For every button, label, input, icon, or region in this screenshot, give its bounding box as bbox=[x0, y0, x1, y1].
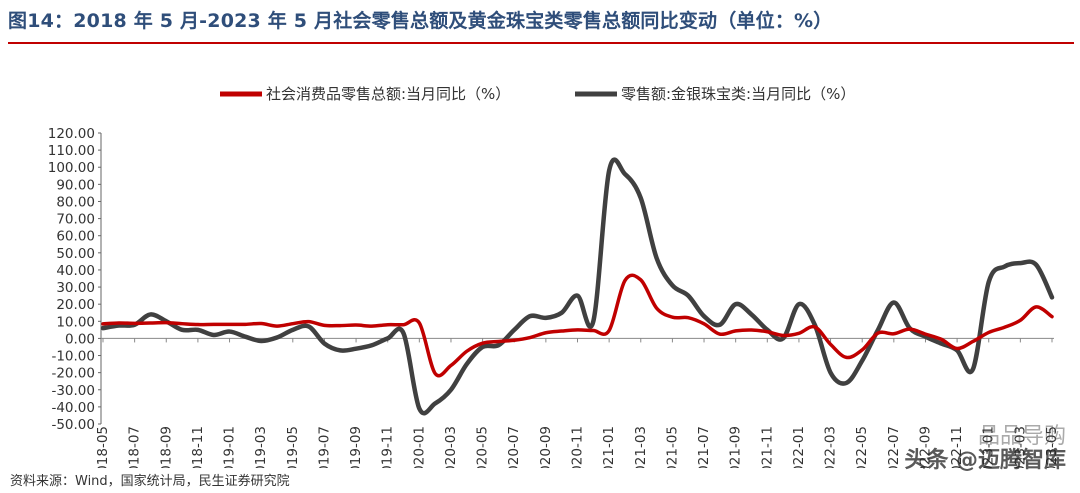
y-tick-label: 110.00 bbox=[48, 143, 95, 159]
x-tick-label: 2020-11 bbox=[570, 426, 586, 468]
y-tick-label: 20.00 bbox=[56, 297, 95, 313]
x-tick-label: 2020-03 bbox=[443, 426, 459, 468]
legend-label-gold: 零售额:金银珠宝类:当月同比（%） bbox=[621, 85, 855, 103]
plot-lines bbox=[100, 157, 1055, 416]
x-tick-label: 2019-09 bbox=[348, 426, 364, 468]
y-tick-label: 60.00 bbox=[56, 229, 95, 245]
x-tick-label: 2021-03 bbox=[633, 426, 649, 468]
y-tick-label: 40.00 bbox=[56, 263, 95, 279]
x-tick-label: 2019-01 bbox=[222, 426, 238, 468]
x-tick-label: 2022-03 bbox=[823, 426, 839, 468]
y-tick-label: 120.00 bbox=[48, 126, 95, 142]
page-title: 图14：2018 年 5 月-2023 年 5 月社会零售总额及黄金珠宝类零售总… bbox=[8, 10, 833, 32]
y-tick-label: -50.00 bbox=[51, 417, 95, 433]
x-tick-label: 2018-05 bbox=[95, 426, 111, 468]
x-tick-label: 2019-11 bbox=[380, 426, 396, 468]
title-divider bbox=[8, 42, 1074, 44]
x-tick-label: 2020-09 bbox=[538, 426, 554, 468]
x-tick-label: 2021-09 bbox=[728, 426, 744, 468]
x-tick-label: 2021-07 bbox=[696, 426, 712, 468]
y-tick-label: 10.00 bbox=[56, 314, 95, 330]
x-tick-label: 2022-09 bbox=[917, 426, 933, 468]
x-tick-label: 2022-07 bbox=[886, 426, 902, 468]
x-tick-label: 2021-05 bbox=[664, 426, 680, 468]
y-tick-label: 100.00 bbox=[48, 160, 95, 176]
y-tick-label: -30.00 bbox=[51, 383, 95, 399]
x-tick-label: 2020-05 bbox=[475, 426, 491, 468]
y-tick-label: 80.00 bbox=[56, 194, 95, 210]
legend-label-retail: 社会消费品零售总额:当月同比（%） bbox=[266, 85, 510, 103]
y-tick-label: -20.00 bbox=[51, 366, 95, 382]
legend: 社会消费品零售总额:当月同比（%） 零售额:金银珠宝类:当月同比（%） bbox=[220, 85, 855, 103]
x-tick-label: 2021-01 bbox=[601, 426, 617, 468]
x-tick-label: 2023-03 bbox=[1012, 426, 1028, 468]
y-tick-label: -40.00 bbox=[51, 400, 95, 416]
y-tick-label: 30.00 bbox=[56, 280, 95, 296]
x-tick-label: 2023-05 bbox=[1044, 426, 1060, 468]
x-tick-label: 2019-07 bbox=[316, 426, 332, 468]
x-tick-label: 2019-03 bbox=[253, 426, 269, 468]
series-line-gold bbox=[100, 157, 1055, 416]
x-tick-label: 2018-09 bbox=[158, 426, 174, 468]
y-tick-label: 70.00 bbox=[56, 212, 95, 228]
y-tick-label: -10.00 bbox=[51, 349, 95, 365]
y-tick-label: 50.00 bbox=[56, 246, 95, 262]
line-chart: 社会消费品零售总额:当月同比（%） 零售额:金银珠宝类:当月同比（%） 120.… bbox=[48, 85, 1060, 468]
x-tick-label: 2018-07 bbox=[127, 426, 143, 468]
x-axis: 2018-05 2018-07 2018-09 2018-11 2019-01 2019-… bbox=[95, 337, 1060, 468]
x-tick-label: 2022-11 bbox=[949, 426, 965, 468]
x-tick-label: 2020-01 bbox=[411, 426, 427, 468]
watermark-brand: 品品导购 bbox=[977, 424, 1066, 449]
y-tick-label: 0.00 bbox=[65, 331, 95, 347]
watermark: 头条 @迈腾智库 bbox=[904, 448, 1066, 473]
series-line-retail bbox=[101, 273, 1054, 378]
y-tick-label: 90.00 bbox=[56, 177, 95, 193]
x-tick-label: 2019-05 bbox=[285, 426, 301, 468]
x-tick-label: 2022-01 bbox=[791, 426, 807, 468]
x-tick-label: 2018-11 bbox=[190, 426, 206, 468]
x-tick-label: 2022-05 bbox=[854, 426, 870, 468]
x-tick-label: 2021-11 bbox=[759, 426, 775, 468]
source-note: 资料来源：Wind，国家统计局，民生证券研究院 bbox=[10, 474, 290, 489]
x-tick-label: 2023-01 bbox=[981, 426, 997, 468]
x-tick-label: 2020-07 bbox=[506, 426, 522, 468]
